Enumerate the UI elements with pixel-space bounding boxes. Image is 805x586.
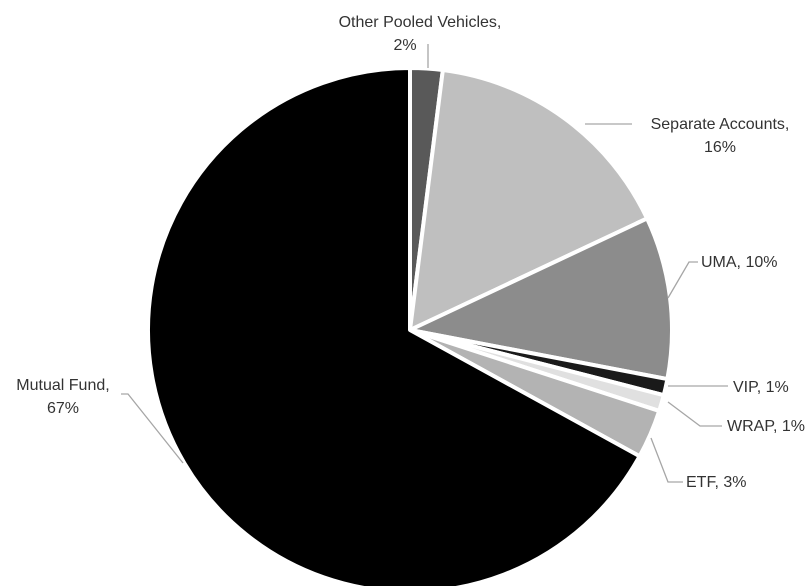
slice-uma <box>408 216 674 382</box>
label-separate-accounts-line1: Separate Accounts, <box>651 116 790 133</box>
leader-mutual-fund <box>121 393 184 464</box>
label-uma: UMA, 10% <box>701 254 777 271</box>
label-other-pooled-vehicles-line2: 2% <box>393 37 416 54</box>
leader-lines <box>121 44 728 483</box>
label-mutual-fund-line1: Mutual Fund, <box>16 377 109 394</box>
label-mutual-fund-line2: 67% <box>47 400 79 417</box>
slice-separate-accounts <box>408 68 650 332</box>
label-other-pooled-vehicles-line1: Other Pooled Vehicles, <box>339 14 502 31</box>
pie-slices <box>146 66 674 586</box>
leader-wrap <box>667 401 722 427</box>
label-vip: VIP, 1% <box>733 379 789 396</box>
label-wrap: WRAP, 1% <box>727 418 805 435</box>
slice-mutual-fund <box>146 66 642 586</box>
leader-uma <box>667 261 698 299</box>
leader-etf <box>650 437 683 483</box>
label-separate-accounts-line2: 16% <box>704 139 736 156</box>
slice-labels: Other Pooled Vehicles, 2% Separate Accou… <box>16 14 805 491</box>
label-etf: ETF, 3% <box>686 474 746 491</box>
